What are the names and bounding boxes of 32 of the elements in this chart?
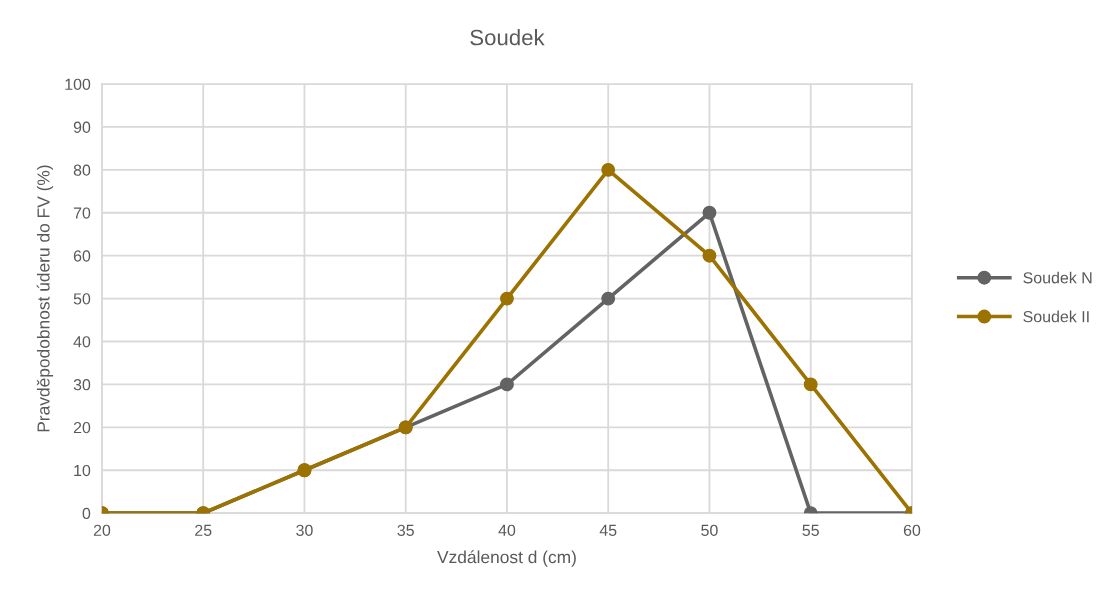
y-tick-label: 80 <box>73 164 91 176</box>
y-tick-label: 60 <box>73 250 91 262</box>
point <box>500 291 514 306</box>
x-tick-label: 55 <box>802 524 819 536</box>
x-tick-label: 50 <box>701 524 718 536</box>
legend-label: Soudek N <box>1023 271 1092 284</box>
point <box>601 291 616 306</box>
x-tick-label: 60 <box>903 524 921 536</box>
x-tick-label: 30 <box>296 524 313 536</box>
point <box>500 377 514 392</box>
x-tick-label: 25 <box>195 524 212 536</box>
x-tick-label: 45 <box>599 524 617 536</box>
y-tick-label: 100 <box>65 78 91 90</box>
point <box>702 205 717 220</box>
y-tick-label: 10 <box>74 464 91 477</box>
x-axis-title: Vzdálenost d (cm) <box>437 550 576 567</box>
y-tick-label: 30 <box>73 379 91 391</box>
y-tick-label: 90 <box>73 121 91 133</box>
y-tick-label: 50 <box>73 293 91 305</box>
point <box>803 377 818 392</box>
point <box>702 248 717 263</box>
y-tick-label: 20 <box>73 421 91 434</box>
y-tick-label: 40 <box>73 336 91 348</box>
x-tick-label: 35 <box>397 524 414 536</box>
y-tick-label: 0 <box>82 507 91 520</box>
y-axis-title: Pravděpodobnost úderu do FV (%) <box>36 165 54 432</box>
y-tick-label: 70 <box>73 207 91 219</box>
x-tick-label: 20 <box>93 524 111 536</box>
legend-label: Soudek II <box>1023 310 1089 323</box>
x-tick-label: 40 <box>498 524 516 536</box>
point <box>601 162 616 177</box>
chart-title: Soudek <box>470 29 545 46</box>
